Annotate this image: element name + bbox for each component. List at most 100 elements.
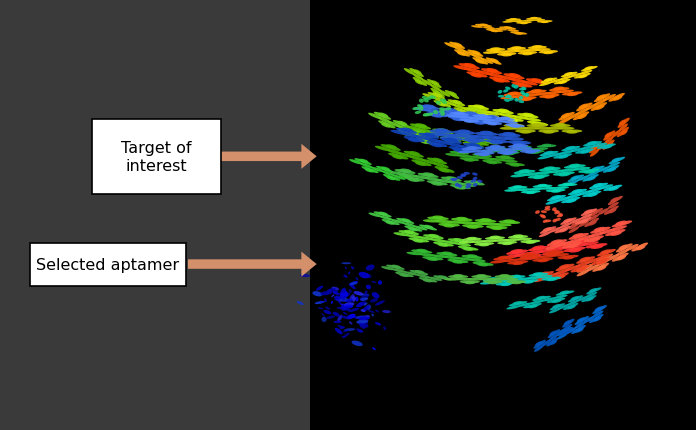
Ellipse shape: [496, 150, 511, 153]
Ellipse shape: [324, 310, 331, 315]
Ellipse shape: [548, 153, 563, 157]
Ellipse shape: [435, 130, 453, 134]
Ellipse shape: [400, 132, 410, 137]
Text: Selected aptamer: Selected aptamer: [36, 257, 180, 272]
Ellipse shape: [432, 98, 446, 103]
Ellipse shape: [473, 262, 487, 265]
Ellipse shape: [513, 262, 523, 265]
Ellipse shape: [534, 175, 550, 178]
Ellipse shape: [435, 220, 452, 224]
Ellipse shape: [585, 104, 598, 111]
Ellipse shape: [441, 177, 456, 181]
Ellipse shape: [558, 156, 569, 160]
Ellipse shape: [587, 177, 596, 181]
Ellipse shape: [439, 91, 450, 98]
Ellipse shape: [487, 148, 500, 151]
Ellipse shape: [571, 267, 585, 273]
Ellipse shape: [548, 335, 558, 341]
Ellipse shape: [423, 106, 440, 111]
Ellipse shape: [596, 95, 606, 100]
Ellipse shape: [349, 283, 354, 287]
Ellipse shape: [454, 148, 470, 153]
Ellipse shape: [608, 168, 617, 172]
Ellipse shape: [514, 34, 523, 36]
Ellipse shape: [508, 236, 522, 239]
Ellipse shape: [523, 53, 533, 56]
Ellipse shape: [455, 186, 471, 190]
Ellipse shape: [612, 158, 620, 163]
Ellipse shape: [506, 281, 521, 283]
Ellipse shape: [574, 167, 591, 171]
Ellipse shape: [458, 246, 473, 250]
Ellipse shape: [498, 111, 514, 115]
Ellipse shape: [604, 137, 614, 144]
Ellipse shape: [550, 338, 559, 344]
Ellipse shape: [567, 303, 578, 308]
Ellipse shape: [564, 166, 580, 169]
Ellipse shape: [557, 333, 568, 340]
Ellipse shape: [544, 51, 558, 54]
Ellipse shape: [380, 216, 393, 221]
Ellipse shape: [428, 277, 443, 281]
Ellipse shape: [602, 146, 612, 150]
Ellipse shape: [494, 79, 510, 83]
Ellipse shape: [559, 264, 569, 269]
Ellipse shape: [583, 316, 594, 323]
Ellipse shape: [409, 153, 424, 158]
Ellipse shape: [464, 181, 479, 185]
Ellipse shape: [491, 120, 507, 123]
Ellipse shape: [416, 274, 431, 279]
Ellipse shape: [462, 51, 475, 57]
Ellipse shape: [509, 75, 525, 80]
Ellipse shape: [580, 220, 589, 224]
Ellipse shape: [537, 145, 551, 148]
Ellipse shape: [597, 143, 606, 151]
Ellipse shape: [419, 140, 429, 145]
Ellipse shape: [571, 222, 578, 227]
Ellipse shape: [300, 274, 310, 277]
Ellipse shape: [610, 226, 627, 231]
Ellipse shape: [356, 316, 365, 319]
Ellipse shape: [581, 257, 595, 262]
Ellipse shape: [477, 115, 488, 118]
Ellipse shape: [626, 244, 639, 252]
Ellipse shape: [433, 242, 448, 246]
Ellipse shape: [456, 278, 472, 281]
Ellipse shape: [402, 130, 417, 135]
Ellipse shape: [473, 105, 484, 109]
Ellipse shape: [393, 175, 406, 181]
Ellipse shape: [473, 58, 484, 63]
Ellipse shape: [454, 134, 470, 139]
Ellipse shape: [491, 227, 503, 230]
Ellipse shape: [515, 84, 527, 89]
Ellipse shape: [413, 240, 424, 243]
Ellipse shape: [443, 241, 459, 245]
Ellipse shape: [470, 74, 482, 78]
Ellipse shape: [547, 241, 562, 246]
Ellipse shape: [582, 264, 594, 270]
Ellipse shape: [331, 301, 333, 304]
Ellipse shape: [468, 143, 480, 147]
Ellipse shape: [422, 97, 428, 100]
Ellipse shape: [507, 306, 521, 310]
Ellipse shape: [337, 307, 342, 309]
Ellipse shape: [445, 108, 457, 112]
Ellipse shape: [438, 224, 454, 227]
Ellipse shape: [432, 95, 445, 100]
Ellipse shape: [549, 80, 562, 84]
Ellipse shape: [621, 244, 633, 250]
Ellipse shape: [519, 101, 524, 104]
Ellipse shape: [612, 197, 623, 203]
Ellipse shape: [454, 50, 466, 55]
Ellipse shape: [418, 132, 434, 137]
Ellipse shape: [375, 322, 381, 326]
Ellipse shape: [549, 227, 562, 233]
Ellipse shape: [612, 255, 624, 262]
Ellipse shape: [590, 150, 599, 157]
Ellipse shape: [488, 122, 502, 126]
Ellipse shape: [503, 74, 519, 79]
Ellipse shape: [397, 129, 410, 135]
Ellipse shape: [487, 116, 499, 119]
Ellipse shape: [455, 152, 469, 155]
Ellipse shape: [546, 92, 562, 95]
